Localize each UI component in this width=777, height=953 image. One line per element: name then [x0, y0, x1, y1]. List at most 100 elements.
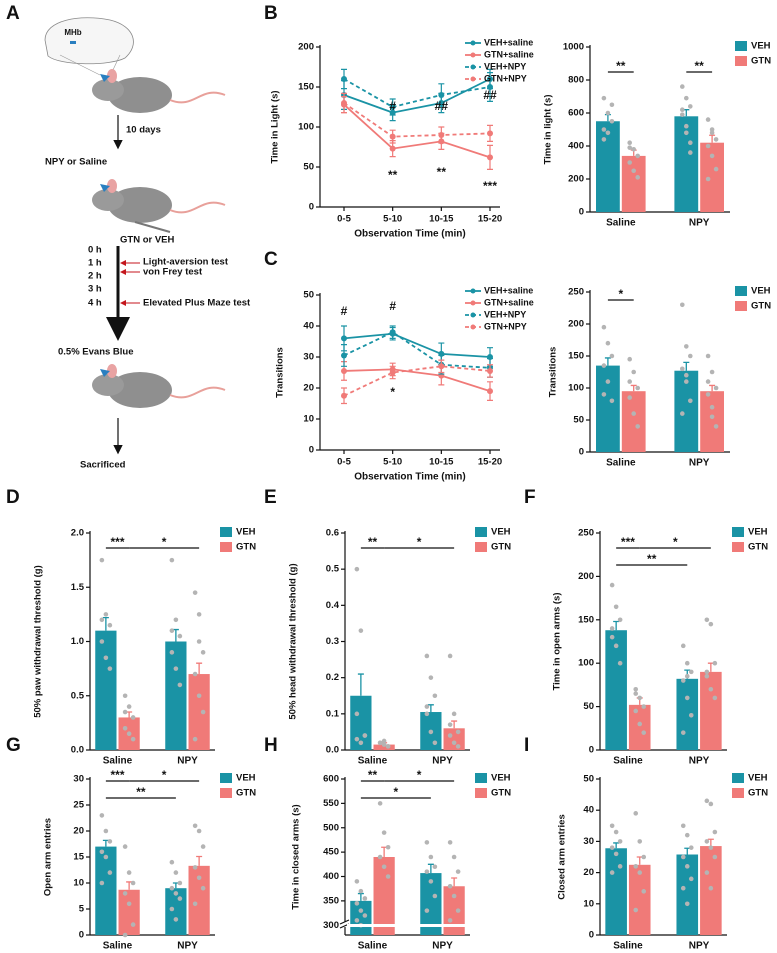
- data-point: [424, 653, 430, 659]
- data-point: [177, 896, 183, 901]
- data-point: [126, 901, 132, 907]
- data-point: [633, 864, 639, 869]
- significance-label: ***: [621, 535, 635, 549]
- legend-label: VEH: [491, 527, 511, 538]
- y-tick-label: 0: [309, 202, 314, 213]
- data-point: [455, 908, 461, 913]
- y-tick-label: 0: [79, 930, 84, 941]
- legend-marker: [470, 64, 476, 70]
- y-tick-label: 50: [303, 290, 314, 301]
- data-point: [130, 922, 136, 927]
- data-point: [451, 711, 457, 717]
- annotation: **: [437, 165, 447, 179]
- data-point: [637, 721, 643, 727]
- mouse: [92, 364, 226, 408]
- data-point: [704, 617, 710, 623]
- data-point: [705, 117, 711, 122]
- data-point: [354, 736, 360, 742]
- series-line: [343, 331, 491, 369]
- axis-break: [339, 919, 350, 925]
- data-point: [688, 104, 693, 109]
- data-point: [192, 823, 198, 829]
- data-point: [712, 695, 718, 701]
- legend-label: GTN: [751, 301, 771, 312]
- y-axis-label: Time in Light (s): [270, 90, 281, 163]
- annotation: **: [388, 168, 398, 182]
- data-point: [605, 130, 611, 136]
- data-point: [200, 844, 206, 849]
- y-axis-label: Time in closed arms (s): [291, 804, 302, 909]
- bar: [628, 864, 651, 935]
- x-tick-label: NPY: [432, 941, 453, 952]
- data-point: [631, 168, 636, 174]
- bar: [700, 391, 724, 452]
- x-tick-label: NPY: [689, 458, 710, 469]
- data-point: [609, 102, 615, 108]
- bar: [165, 641, 187, 750]
- y-tick-label: 50: [583, 701, 594, 712]
- error-bar: [196, 855, 203, 866]
- data-point: [684, 123, 689, 129]
- y-tick-label: 20: [583, 867, 594, 878]
- data-point: [635, 424, 640, 429]
- data-point: [130, 736, 136, 742]
- annotation: ##: [483, 88, 497, 102]
- bar: [596, 365, 620, 452]
- point: [389, 329, 396, 336]
- data-point: [633, 907, 639, 913]
- legend-label: GTN+NPY: [484, 321, 527, 331]
- data-point: [609, 582, 615, 588]
- y-tick-label: 250: [578, 528, 594, 539]
- test-label: Light-aversion test: [143, 257, 229, 268]
- y-tick-label: 200: [298, 42, 314, 53]
- data-point: [713, 385, 719, 391]
- data-point: [688, 845, 694, 850]
- data-point: [358, 628, 364, 633]
- data-point: [708, 621, 714, 627]
- legend-marker: [470, 300, 476, 306]
- series-line: [343, 332, 491, 358]
- y-axis-label: 50% head withdrawal threshold (g): [288, 563, 299, 719]
- data-point: [631, 147, 636, 152]
- data-point: [609, 398, 615, 404]
- data-point: [99, 849, 105, 855]
- data-point: [432, 864, 438, 870]
- point: [341, 100, 347, 106]
- legend-label: VEH+NPY: [484, 309, 526, 319]
- error-bar: [102, 616, 109, 631]
- data-point: [196, 639, 202, 644]
- data-point: [631, 411, 636, 416]
- data-point: [708, 845, 714, 850]
- test-label: von Frey test: [143, 267, 203, 278]
- legend-swatch: [220, 773, 232, 783]
- data-point: [704, 839, 710, 844]
- error-bar: [604, 357, 611, 366]
- time-label: 2 h: [88, 271, 102, 282]
- y-tick-label: 250: [568, 287, 584, 298]
- data-point: [680, 112, 685, 117]
- stain-label: 0.5% Evans Blue: [58, 347, 134, 358]
- bar: [621, 391, 646, 452]
- panel-letter: G: [6, 735, 21, 756]
- data-point: [709, 127, 715, 132]
- data-point: [196, 875, 202, 881]
- x-tick-label: Saline: [613, 756, 643, 767]
- data-point: [684, 372, 689, 378]
- significance-label: ***: [110, 768, 124, 782]
- time-label: 1 h: [88, 258, 102, 269]
- data-point: [617, 864, 623, 869]
- annotation: #: [341, 304, 348, 318]
- legend-marker: [470, 288, 476, 294]
- data-point: [377, 801, 383, 806]
- data-point: [122, 726, 128, 731]
- legend-marker: [470, 76, 476, 82]
- y-tick-label: 300: [323, 920, 339, 931]
- significance-label: *: [394, 785, 399, 799]
- data-point: [713, 166, 719, 172]
- series-line: [343, 78, 491, 108]
- data-point: [609, 870, 615, 875]
- data-point: [684, 130, 689, 136]
- y-tick-label: 0: [589, 930, 594, 941]
- data-point: [684, 695, 690, 701]
- bar: [95, 630, 117, 750]
